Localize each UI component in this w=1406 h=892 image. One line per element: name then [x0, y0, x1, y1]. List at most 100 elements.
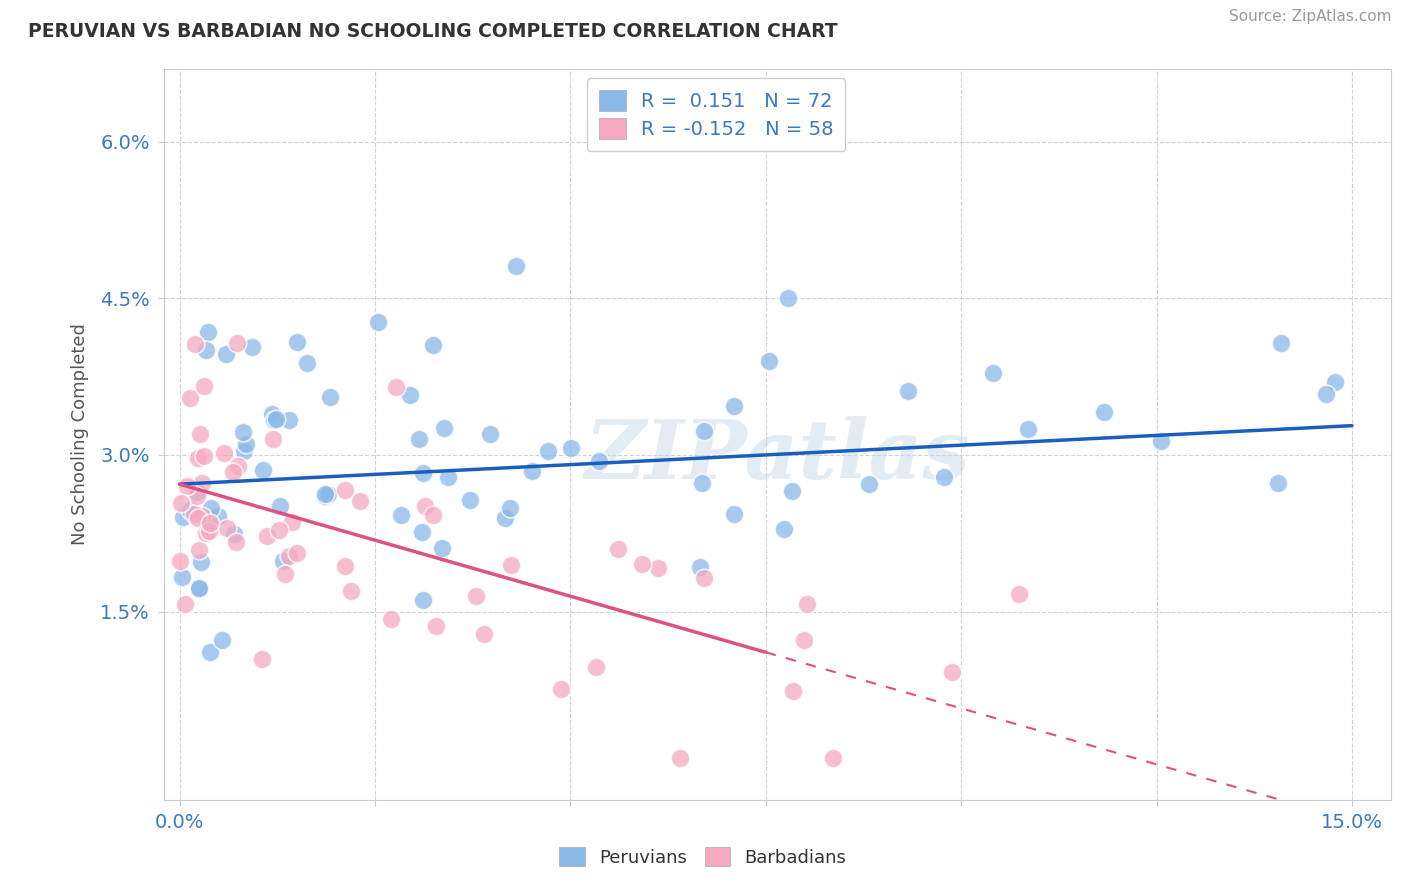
Point [522, 464, 544, 478]
Point [281, 515, 304, 529]
Point [188, 581, 211, 595]
Point [1315, 386, 1337, 401]
Point [796, 597, 818, 611]
Point [217, 521, 239, 535]
Point [198, 645, 221, 659]
Point [499, 501, 522, 516]
Point [606, 542, 628, 557]
Point [550, 682, 572, 697]
Point [1267, 476, 1289, 491]
Text: PERUVIAN VS BARBADIAN NO SCHOOLING COMPLETED CORRELATION CHART: PERUVIAN VS BARBADIAN NO SCHOOLING COMPL… [28, 22, 838, 41]
Point [211, 632, 233, 647]
Point [186, 489, 208, 503]
Point [692, 476, 714, 491]
Point [225, 336, 247, 351]
Point [264, 412, 287, 426]
Point [260, 407, 283, 421]
Point [188, 427, 211, 442]
Point [505, 260, 527, 274]
Point [269, 499, 291, 513]
Point [198, 516, 221, 530]
Point [499, 558, 522, 573]
Point [195, 525, 218, 540]
Point [773, 522, 796, 536]
Point [235, 437, 257, 451]
Point [1017, 422, 1039, 436]
Point [190, 555, 212, 569]
Point [232, 425, 254, 440]
Point [422, 508, 444, 522]
Point [723, 399, 745, 413]
Point [316, 487, 339, 501]
Point [197, 325, 219, 339]
Point [187, 511, 209, 525]
Point [250, 652, 273, 666]
Point [242, 340, 264, 354]
Point [195, 343, 218, 357]
Point [200, 500, 222, 515]
Point [821, 750, 844, 764]
Point [263, 413, 285, 427]
Point [692, 571, 714, 585]
Point [174, 597, 197, 611]
Point [494, 511, 516, 525]
Point [693, 424, 716, 438]
Point [193, 378, 215, 392]
Point [232, 444, 254, 458]
Point [191, 475, 214, 490]
Point [172, 509, 194, 524]
Point [412, 466, 434, 480]
Point [430, 541, 453, 555]
Point [413, 499, 436, 513]
Point [179, 503, 201, 517]
Point [285, 546, 308, 560]
Point [422, 337, 444, 351]
Point [172, 570, 194, 584]
Point [333, 559, 356, 574]
Point [349, 493, 371, 508]
Point [479, 426, 502, 441]
Point [319, 390, 342, 404]
Point [278, 413, 301, 427]
Point [215, 347, 238, 361]
Point [437, 470, 460, 484]
Point [858, 476, 880, 491]
Point [465, 589, 488, 603]
Point [193, 449, 215, 463]
Point [941, 665, 963, 679]
Point [333, 483, 356, 497]
Point [176, 479, 198, 493]
Point [340, 584, 363, 599]
Point [256, 529, 278, 543]
Point [207, 509, 229, 524]
Point [585, 659, 607, 673]
Point [198, 524, 221, 538]
Point [472, 627, 495, 641]
Point [278, 549, 301, 564]
Point [398, 388, 420, 402]
Point [1094, 405, 1116, 419]
Point [170, 496, 193, 510]
Point [792, 633, 814, 648]
Point [1270, 335, 1292, 350]
Point [269, 523, 291, 537]
Text: Source: ZipAtlas.com: Source: ZipAtlas.com [1229, 9, 1392, 24]
Point [179, 391, 201, 405]
Y-axis label: No Schooling Completed: No Schooling Completed [72, 323, 89, 545]
Point [187, 451, 209, 466]
Point [1324, 375, 1347, 389]
Point [183, 336, 205, 351]
Point [1150, 434, 1173, 448]
Point [191, 508, 214, 523]
Point [411, 524, 433, 539]
Point [224, 526, 246, 541]
Point [187, 542, 209, 557]
Point [647, 560, 669, 574]
Point [631, 557, 654, 571]
Point [183, 507, 205, 521]
Point [314, 487, 336, 501]
Legend: Peruvians, Barbadians: Peruvians, Barbadians [553, 840, 853, 874]
Point [723, 507, 745, 521]
Point [782, 684, 804, 698]
Point [776, 291, 799, 305]
